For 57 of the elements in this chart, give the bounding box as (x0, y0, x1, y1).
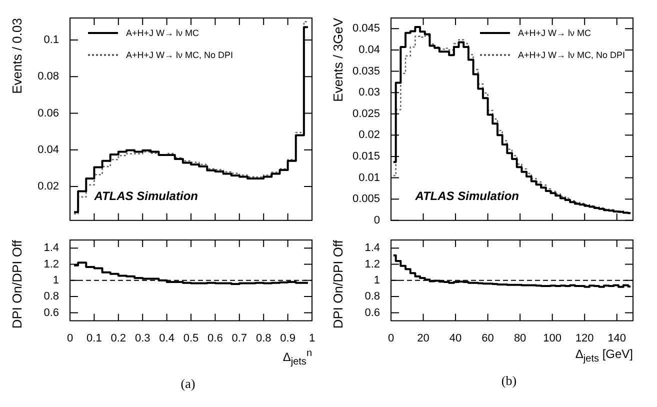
x-tick-label: 0 (66, 332, 74, 344)
x-tick-label: 0.4 (159, 332, 174, 344)
y-tick-label: 0.08 (38, 70, 59, 83)
y-axis-title: DPI On/DPI Off (330, 240, 346, 329)
x-tick-label: 60 (482, 332, 494, 344)
x-tick-label: 0.9 (280, 332, 296, 344)
y-axis-title: DPI On/DPI Off (9, 240, 24, 329)
x-tick-label: 20 (417, 332, 430, 344)
x-tick-label: 140 (608, 332, 626, 344)
x-tick-label: 0.6 (208, 332, 223, 344)
x-tick-label: 40 (449, 332, 462, 344)
y-tick-label: 0.025 (352, 108, 380, 120)
legend-label: A+H+J W→ lν MC, No DPI (126, 50, 234, 60)
y-tick-label: 0.8 (364, 290, 380, 303)
y-tick-label: 0.01 (358, 172, 380, 184)
y-tick-label: 0.035 (352, 65, 380, 78)
y-tick-label: 0.6 (44, 306, 59, 319)
y-tick-label: 0.02 (358, 129, 380, 142)
y-tick-label: 1.2 (44, 258, 59, 270)
annotation: ATLAS Simulation (93, 189, 198, 204)
y-axis-title: Events / 0.03 (9, 18, 24, 94)
y-tick-label: 0.04 (38, 144, 59, 156)
x-tick-label: 0.7 (232, 332, 248, 344)
y-tick-label: 0.015 (352, 150, 380, 163)
y-tick-label: 0.02 (38, 180, 59, 193)
x-tick-label: 80 (514, 332, 526, 344)
x-tick-label: 0.8 (256, 332, 272, 344)
text: (a) (180, 376, 196, 392)
x-tick-label: 0.5 (183, 332, 199, 344)
y-tick-label: 1 (52, 274, 59, 286)
x-tick-label: 0.2 (110, 332, 126, 344)
y-tick-label: 0.04 (358, 44, 380, 56)
legend-label: A+H+J W→ lν MC (518, 28, 591, 38)
legend-label: A+H+J W→ lν MC, No DPI (518, 50, 625, 60)
x-tick-label: 100 (543, 332, 562, 344)
y-tick-label: 0.005 (352, 193, 380, 206)
y-tick-label: 0.045 (352, 22, 380, 35)
y-tick-label: 0.03 (358, 86, 380, 99)
y-tick-label: 1.4 (364, 242, 380, 254)
y-tick-label: 0.6 (364, 306, 380, 319)
y-tick-label: 0.06 (38, 107, 59, 120)
y-tick-label: 1 (374, 274, 380, 286)
y-tick-label: 0 (374, 214, 380, 226)
y-tick-label: 0.8 (44, 290, 59, 303)
y-tick-label: 0.1 (44, 34, 59, 46)
x-tick-label: 0 (388, 332, 394, 344)
x-axis-title: Δ$_{jets}$ [GeV] (574, 346, 634, 366)
x-tick-label: 1 (308, 332, 316, 344)
text: (b) (500, 373, 518, 390)
y-axis-title: Events / 3GeV (330, 18, 346, 102)
x-tick-label: 0.1 (86, 332, 102, 344)
y-tick-label: 1.2 (364, 258, 380, 270)
x-tick-label: 0.3 (134, 332, 150, 344)
legend-label: A+H+J W→ lν MC (126, 28, 200, 38)
x-tick-label: 120 (575, 332, 594, 344)
annotation: ATLAS Simulation (414, 189, 519, 204)
y-tick-label: 1.4 (44, 242, 59, 254)
